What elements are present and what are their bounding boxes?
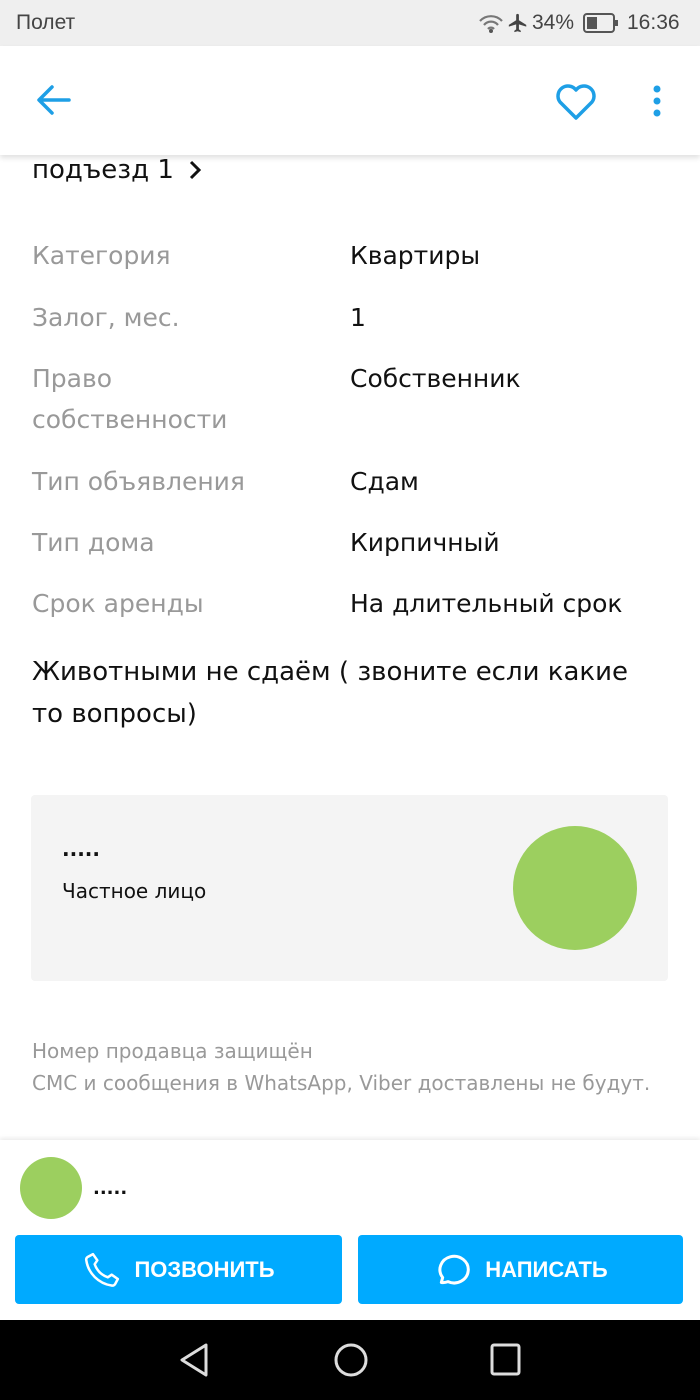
write-label: НАПИСАТЬ [485, 1256, 608, 1282]
heart-icon[interactable] [554, 82, 598, 122]
chevron-right-icon [189, 160, 201, 180]
call-label: ПОЗВОНИТЬ [134, 1256, 275, 1282]
seller-name: ..... [93, 1178, 128, 1199]
more-vertical-icon[interactable] [650, 84, 664, 120]
messaging-notice: СМС и сообщения в WhatsApp, Viber достав… [32, 1071, 651, 1095]
detail-label: Залог, мес. [32, 303, 180, 332]
detail-label: Тип дома [32, 528, 155, 557]
seller-type: Частное лицо [62, 879, 207, 903]
detail-value: Сдам [350, 467, 419, 496]
detail-value: Квартиры [350, 241, 481, 270]
navigation-bar [0, 1320, 700, 1400]
battery-icon [583, 13, 618, 33]
detail-label: Категория [32, 241, 171, 270]
recents-nav-icon[interactable] [490, 1343, 522, 1377]
detail-label: Право собственности [32, 364, 228, 434]
carrier: Полет [16, 11, 76, 34]
battery-percent: 34% [532, 11, 575, 34]
detail-label: Тип объявления [32, 467, 245, 496]
protected-number-notice: Номер продавца защищён [32, 1039, 313, 1063]
arrow-left-icon[interactable] [36, 84, 72, 116]
seller-card[interactable]: ..... Частное лицо [31, 795, 668, 981]
address-link[interactable]: подъезд 1 [32, 155, 202, 185]
detail-value: На длительный срок [350, 589, 623, 618]
chat-bubble-icon [438, 1254, 470, 1284]
contact-bar: ..... ПОЗВОНИТЬ НАПИСАТЬ [0, 1140, 700, 1320]
airplane-icon [508, 13, 527, 33]
seller-name: ..... [62, 837, 100, 861]
address-text: подъезд 1 [32, 155, 174, 185]
status-bar: Полет 34% 16:36 [0, 0, 700, 46]
write-button[interactable]: НАПИСАТЬ [358, 1235, 683, 1304]
detail-value: Собственник [350, 364, 521, 393]
back-nav-icon[interactable] [178, 1342, 210, 1378]
call-button[interactable]: ПОЗВОНИТЬ [15, 1235, 342, 1304]
detail-value: Кирпичный [350, 528, 500, 557]
detail-value: 1 [350, 303, 366, 332]
clock: 16:36 [627, 11, 680, 34]
description: Животными не сдаём ( звоните если какие … [32, 657, 628, 729]
home-nav-icon[interactable] [333, 1342, 369, 1378]
wifi-icon [479, 15, 503, 33]
avatar [20, 1157, 82, 1219]
phone-icon [85, 1252, 120, 1287]
app-bar [0, 46, 700, 155]
seller-avatar [513, 826, 637, 950]
detail-label: Срок аренды [32, 589, 204, 618]
